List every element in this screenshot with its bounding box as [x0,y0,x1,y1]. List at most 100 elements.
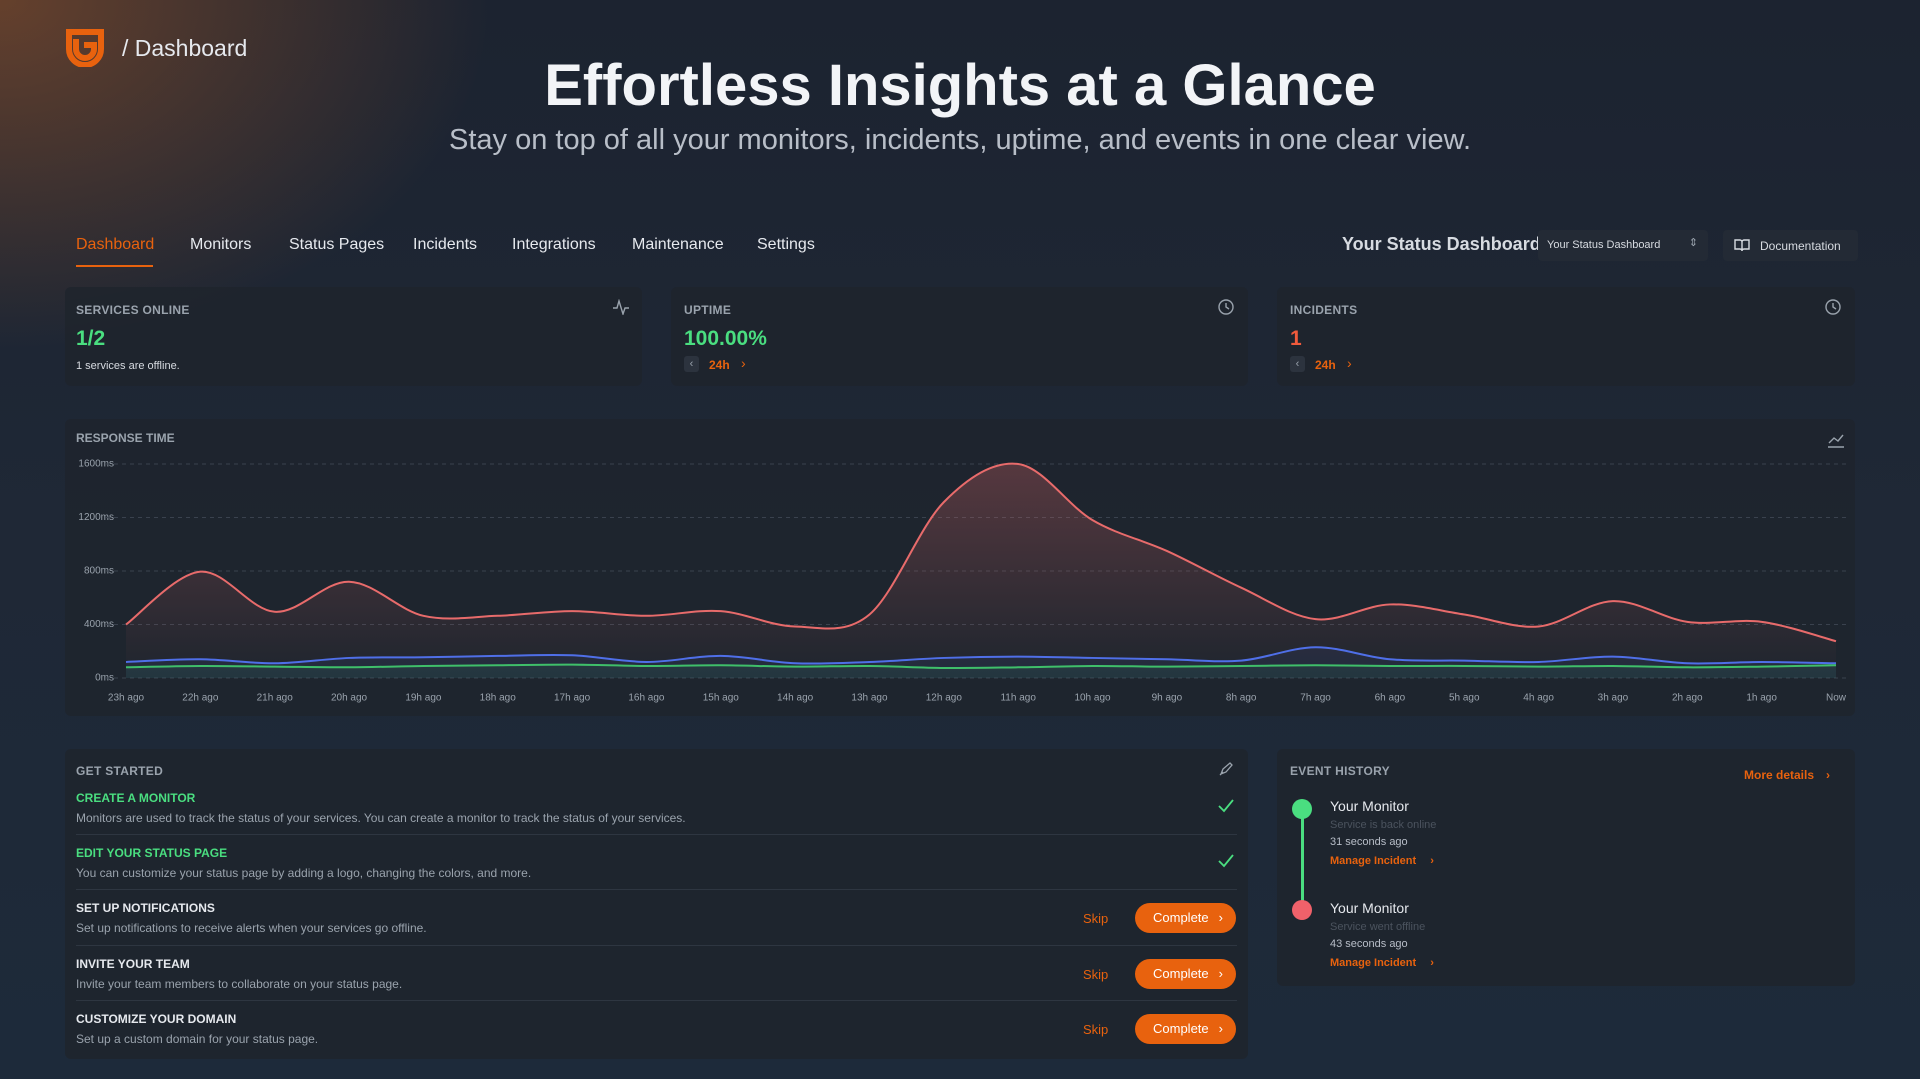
chevron: › [1430,957,1434,969]
nav-item[interactable]: Monitors [190,236,252,253]
x-tick-label: 14h ago [777,693,814,704]
complete-button[interactable]: Complete › [1135,903,1236,933]
stat-card: SERVICES ONLINE 1/2 1 services are offli… [65,287,642,386]
separator [76,1000,1237,1001]
x-tick-label: 8h ago [1226,693,1257,704]
series-area [126,664,1836,678]
nav-item[interactable]: Integrations [512,236,596,253]
event-dot [1292,799,1312,819]
response-chart: RESPONSE TIME 0ms 400ms 800ms 1200ms 1600ms 2… [76,431,1848,704]
y-tick-label: 0ms [95,673,114,684]
task-title: SET UP NOTIFICATIONS [76,901,215,915]
card-period: 24h [1315,358,1336,372]
rocket-icon [1219,762,1233,776]
pulse-icon [613,299,629,315]
more-details-link[interactable]: More details › [1744,768,1830,782]
hero-title: Effortless Insights at a Glance [544,53,1376,118]
skip-button[interactable]: Skip [1083,911,1109,926]
series-line [125,462,1837,643]
manage-incident-label: Manage Incident [1330,957,1417,969]
hero-subtitle: Stay on top of all your monitors, incide… [449,124,1471,156]
logo[interactable] [66,29,104,67]
x-tick-label: 15h ago [703,693,740,704]
event-status: Service is back online [1330,819,1437,831]
nav-item[interactable]: Settings [757,236,815,253]
separator [76,889,1237,890]
x-tick-label: 17h ago [554,693,591,704]
more-details-label: More details [1744,768,1815,782]
complete-label: Complete [1153,1021,1209,1036]
x-tick-label: 16h ago [628,693,665,704]
task-description: Set up notifications to receive alerts w… [76,921,427,935]
select-value: Your Status Dashboard [1547,239,1661,251]
card-title: INCIDENTS [1290,303,1358,317]
x-tick-label: 12h ago [926,693,963,704]
complete-label: Complete [1153,910,1209,925]
card-period: 24h [709,358,730,372]
card-value: 1 [1290,327,1302,350]
task-title: CUSTOMIZE YOUR DOMAIN [76,1012,237,1026]
x-tick-label: 20h ago [331,693,368,704]
check-icon [1218,799,1234,813]
manage-incident-link[interactable]: Manage Incident › [1330,855,1434,867]
skip-button[interactable]: Skip [1083,967,1109,982]
check-icon [1218,854,1234,868]
skip-button[interactable]: Skip [1083,1022,1109,1037]
complete-button[interactable]: Complete › [1135,1014,1236,1044]
chart-card: RESPONSE TIME 0ms 400ms 800ms 1200ms 1600ms 2… [65,419,1855,716]
dashboard-label: Your Status Dashboard [1342,234,1541,254]
x-tick-label: 2h ago [1672,693,1703,704]
card-note: 1 services are offline. [76,360,180,372]
x-tick-label: 10h ago [1074,693,1111,704]
nav-item[interactable]: Maintenance [632,236,724,253]
prev-button[interactable]: ‹ [684,356,699,372]
clock-icon [1825,299,1841,315]
manage-incident-link[interactable]: Manage Incident › [1330,957,1434,969]
series-area [126,463,1836,678]
chart-title: RESPONSE TIME [76,431,175,445]
prev-button[interactable]: ‹ [1290,356,1305,372]
stat-card: UPTIME 100.00% ‹ 24h › [671,287,1248,386]
select-caret: ⇕ [1688,237,1698,249]
x-tick-label: 5h ago [1449,693,1480,704]
y-tick-label: 400ms [84,619,114,630]
task-description: Invite your team members to collaborate … [76,977,403,991]
next-button[interactable]: › [741,355,746,371]
x-tick-label: 3h ago [1598,693,1629,704]
x-tick-label: 11h ago [1000,693,1036,704]
task-description: You can customize your status page by ad… [76,866,532,880]
event-time: 31 seconds ago [1330,836,1408,848]
card-value: 100.00% [684,327,767,350]
x-tick-label: 6h ago [1375,693,1406,704]
documentation-label: Documentation [1760,239,1841,253]
x-tick-label: 4h ago [1523,693,1554,704]
x-tick-label: 22h ago [182,693,219,704]
chart-icon [1828,434,1844,448]
nav-item[interactable]: Dashboard [76,236,155,253]
next-button[interactable]: › [1347,355,1352,371]
nav-item[interactable]: Status Pages [289,236,385,253]
separator [76,834,1237,835]
event-monitor: Your Monitor [1330,900,1409,916]
y-tick-label: 800ms [84,566,114,577]
event-dot [1292,900,1312,920]
dashboard-select[interactable]: Your Status Dashboard ⇕ [1538,230,1708,261]
card-title: SERVICES ONLINE [76,303,190,317]
event-status: Service went offline [1330,921,1426,933]
x-tick-label: 23h ago [108,693,145,704]
y-tick-label: 1200ms [78,512,114,523]
documentation-button[interactable]: Documentation [1723,230,1858,261]
chevron: › [1218,910,1223,925]
nav-underline [76,265,153,267]
complete-button[interactable]: Complete › [1135,959,1236,989]
event-time: 43 seconds ago [1330,938,1408,950]
get-started-card: GET STARTED CREATE A MONITOR Monitors ar… [65,749,1248,1059]
task-title: INVITE YOUR TEAM [76,957,190,971]
task-description: Set up a custom domain for your status p… [76,1032,319,1046]
nav-item[interactable]: Incidents [413,236,478,253]
chevron: › [1218,1021,1223,1036]
chevron: › [1430,855,1434,867]
x-tick-label: 9h ago [1152,693,1183,704]
manage-incident-label: Manage Incident [1330,855,1417,867]
